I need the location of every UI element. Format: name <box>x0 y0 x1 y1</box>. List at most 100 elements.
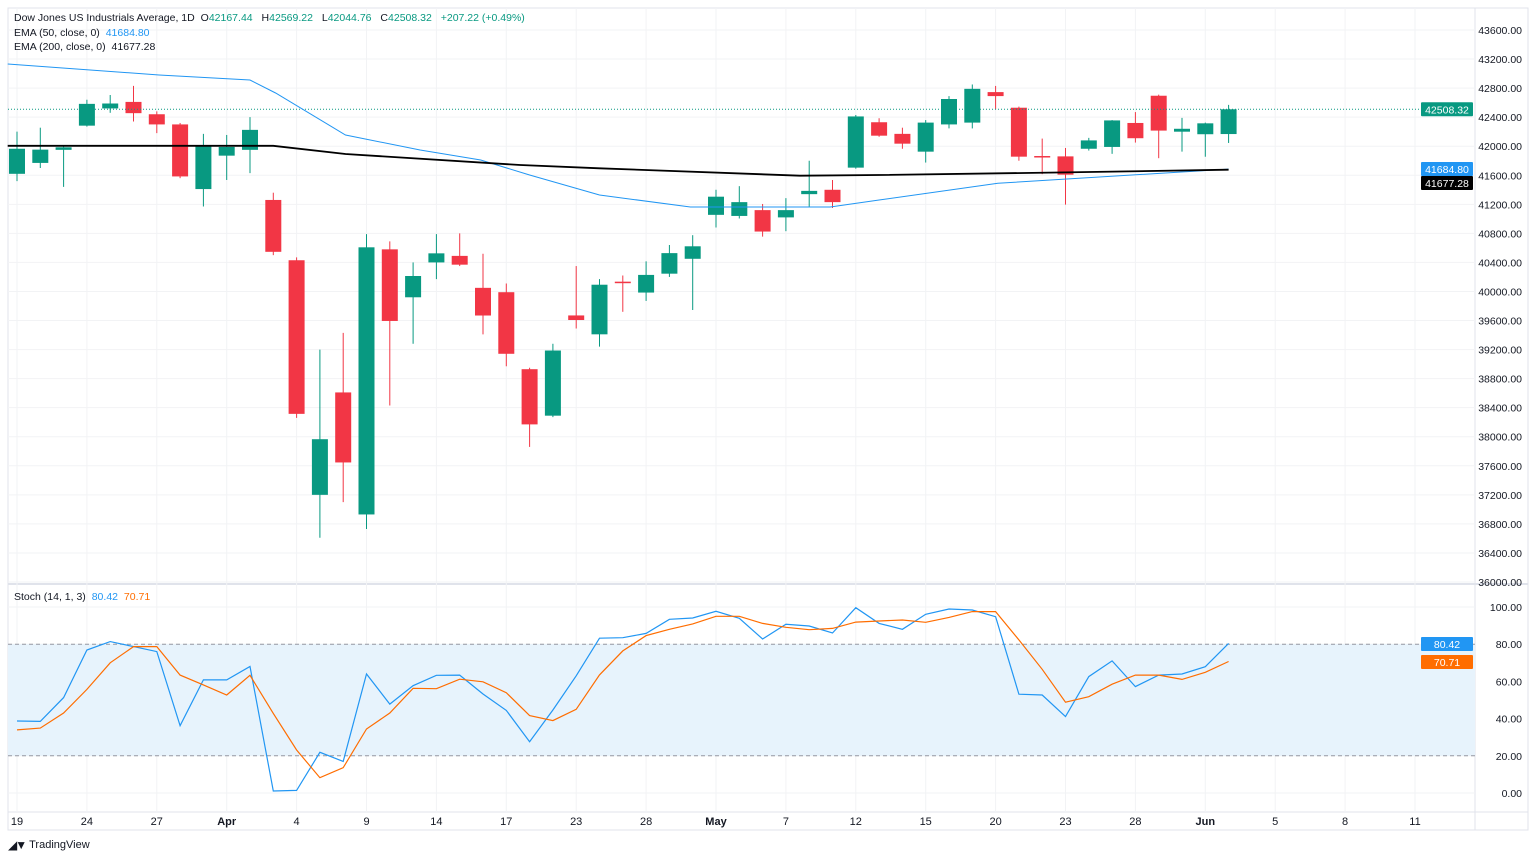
change-value: +207.22 (+0.49%) <box>440 12 525 24</box>
candle-down[interactable] <box>381 249 398 321</box>
stoch-tick-label: 60.00 <box>1496 676 1522 688</box>
ema50-legend[interactable]: EMA (50, close, 0) 41684.80 <box>14 27 153 39</box>
candle-up[interactable] <box>358 247 375 515</box>
price-tick-label: 40800.00 <box>1478 228 1522 240</box>
candle-up[interactable] <box>9 148 25 174</box>
price-tick-label: 36400.00 <box>1478 548 1522 560</box>
candle-down[interactable] <box>498 292 515 354</box>
candle-down[interactable] <box>987 92 1004 97</box>
candle-down[interactable] <box>288 260 305 414</box>
candle-up[interactable] <box>1220 109 1237 135</box>
candle-up[interactable] <box>591 284 608 335</box>
candle-up[interactable] <box>964 88 981 123</box>
candle-down[interactable] <box>335 392 352 463</box>
open-label: O <box>200 12 209 24</box>
candle-up[interactable] <box>941 99 957 125</box>
candle-up[interactable] <box>1104 120 1121 147</box>
stoch-band <box>8 643 1475 757</box>
candle-up[interactable] <box>917 122 934 152</box>
ema50-badge-bg <box>1421 162 1473 176</box>
candle-down[interactable] <box>894 133 911 144</box>
stoch-tick-label: 20.00 <box>1496 751 1522 763</box>
candle-down[interactable] <box>125 101 142 114</box>
axes[interactable]: 19 24 27 Apr 4 9 14 17 23 28 May 7 12 15 20 23 28 Jun 5 8 11… <box>11 25 1522 828</box>
ema200-value: 41677.28 <box>111 41 156 53</box>
price-tick-label: 41600.00 <box>1478 170 1522 182</box>
candle-up[interactable] <box>661 253 678 274</box>
candle-up[interactable] <box>544 350 561 416</box>
time-tick-label: 24 <box>81 816 93 828</box>
candle-up[interactable] <box>242 129 258 150</box>
candle-up[interactable] <box>847 116 864 168</box>
ema200-line <box>7 144 1229 177</box>
candle-down[interactable] <box>871 122 888 136</box>
candle-up[interactable] <box>32 149 49 163</box>
stoch-k-badge: 80.42 <box>1434 639 1460 651</box>
candle-up[interactable] <box>405 276 422 298</box>
time-tick-label: 28 <box>1129 816 1141 828</box>
tradingview-logo[interactable]: ◢▼ TradingView <box>8 838 90 852</box>
price-tick-label: 40000.00 <box>1478 286 1522 298</box>
candle-up[interactable] <box>1197 123 1214 135</box>
last-price-badge-bg <box>1421 102 1473 117</box>
candle-up[interactable] <box>102 103 119 109</box>
candle-down[interactable] <box>521 369 538 425</box>
candle-up[interactable] <box>1174 128 1190 132</box>
chart-frame <box>7 7 1529 831</box>
stoch-k-badge-bg <box>1421 637 1473 651</box>
candle-up[interactable] <box>311 439 328 495</box>
price-tick-label: 43200.00 <box>1478 54 1522 66</box>
price-badges: 42508.32 41684.80 41677.28 80.42 70.71 <box>1421 102 1473 669</box>
candle-down[interactable] <box>614 281 631 284</box>
candle-down[interactable] <box>1034 156 1051 158</box>
candle-up[interactable] <box>708 196 724 215</box>
time-tick-label: 17 <box>500 816 512 828</box>
candle-down[interactable] <box>1057 156 1074 175</box>
symbol-legend[interactable]: Dow Jones US Industrials Average, 1D O42… <box>14 12 528 24</box>
time-tick-label: Apr <box>217 816 237 828</box>
time-tick-label: 27 <box>151 816 163 828</box>
time-tick-label: 20 <box>989 816 1001 828</box>
stoch-tick-label: 40.00 <box>1496 714 1522 726</box>
candle-down[interactable] <box>754 210 771 232</box>
price-tick-label: 43600.00 <box>1478 25 1522 37</box>
candle-up[interactable] <box>55 147 72 150</box>
ema50-value: 41684.80 <box>105 27 150 39</box>
candle-down[interactable] <box>568 315 585 321</box>
time-tick-label: 15 <box>920 816 932 828</box>
price-tick-label: 38400.00 <box>1478 403 1522 415</box>
candle-down[interactable] <box>1010 107 1027 157</box>
candle-up[interactable] <box>684 246 701 259</box>
candle-up[interactable] <box>428 253 445 263</box>
candle-up[interactable] <box>638 274 655 293</box>
candle-down[interactable] <box>1127 122 1144 139</box>
candle-down[interactable] <box>475 287 491 316</box>
candle-up[interactable] <box>1080 140 1097 149</box>
candle-down[interactable] <box>1150 95 1167 131</box>
price-tick-label: 36800.00 <box>1478 519 1522 531</box>
candle-up[interactable] <box>731 202 748 216</box>
price-tick-label: 37600.00 <box>1478 461 1522 473</box>
tradingview-logo-icon: ◢▼ <box>8 838 27 852</box>
time-tick-label: May <box>705 816 727 828</box>
price-tick-label: 38000.00 <box>1478 432 1522 444</box>
candle-down[interactable] <box>172 124 189 177</box>
candle-up[interactable] <box>195 146 212 190</box>
time-tick-label: 7 <box>783 816 789 828</box>
candle-down[interactable] <box>265 199 282 252</box>
candle-up[interactable] <box>777 210 794 218</box>
candle-up[interactable] <box>218 146 235 156</box>
candle-down[interactable] <box>824 189 841 203</box>
candles[interactable] <box>9 84 1237 538</box>
time-tick-label: 9 <box>363 816 369 828</box>
candle-down[interactable] <box>451 255 468 265</box>
time-tick-label: 5 <box>1272 816 1278 828</box>
candle-down[interactable] <box>148 114 165 125</box>
candle-up[interactable] <box>801 190 818 195</box>
ema200-badge: 41677.28 <box>1425 178 1469 190</box>
stoch-legend[interactable]: Stoch (14, 1, 3) 80.42 70.71 <box>14 591 153 603</box>
candle-up[interactable] <box>78 103 95 126</box>
ema50-badge: 41684.80 <box>1425 164 1469 176</box>
ema200-legend[interactable]: EMA (200, close, 0) 41677.28 <box>14 41 158 53</box>
